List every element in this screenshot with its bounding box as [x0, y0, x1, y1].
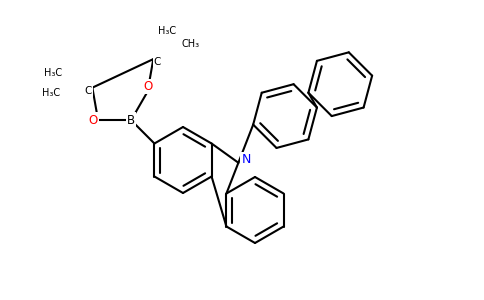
- Text: N: N: [242, 153, 251, 166]
- Text: H₃C: H₃C: [44, 68, 62, 78]
- Text: O: O: [89, 114, 98, 127]
- Text: CH₃: CH₃: [182, 39, 199, 49]
- Text: H₃C: H₃C: [42, 88, 60, 98]
- Text: C: C: [153, 57, 161, 67]
- Text: B: B: [127, 114, 135, 127]
- Text: C: C: [85, 86, 92, 96]
- Text: O: O: [143, 80, 152, 93]
- Text: H₃C: H₃C: [158, 26, 177, 36]
